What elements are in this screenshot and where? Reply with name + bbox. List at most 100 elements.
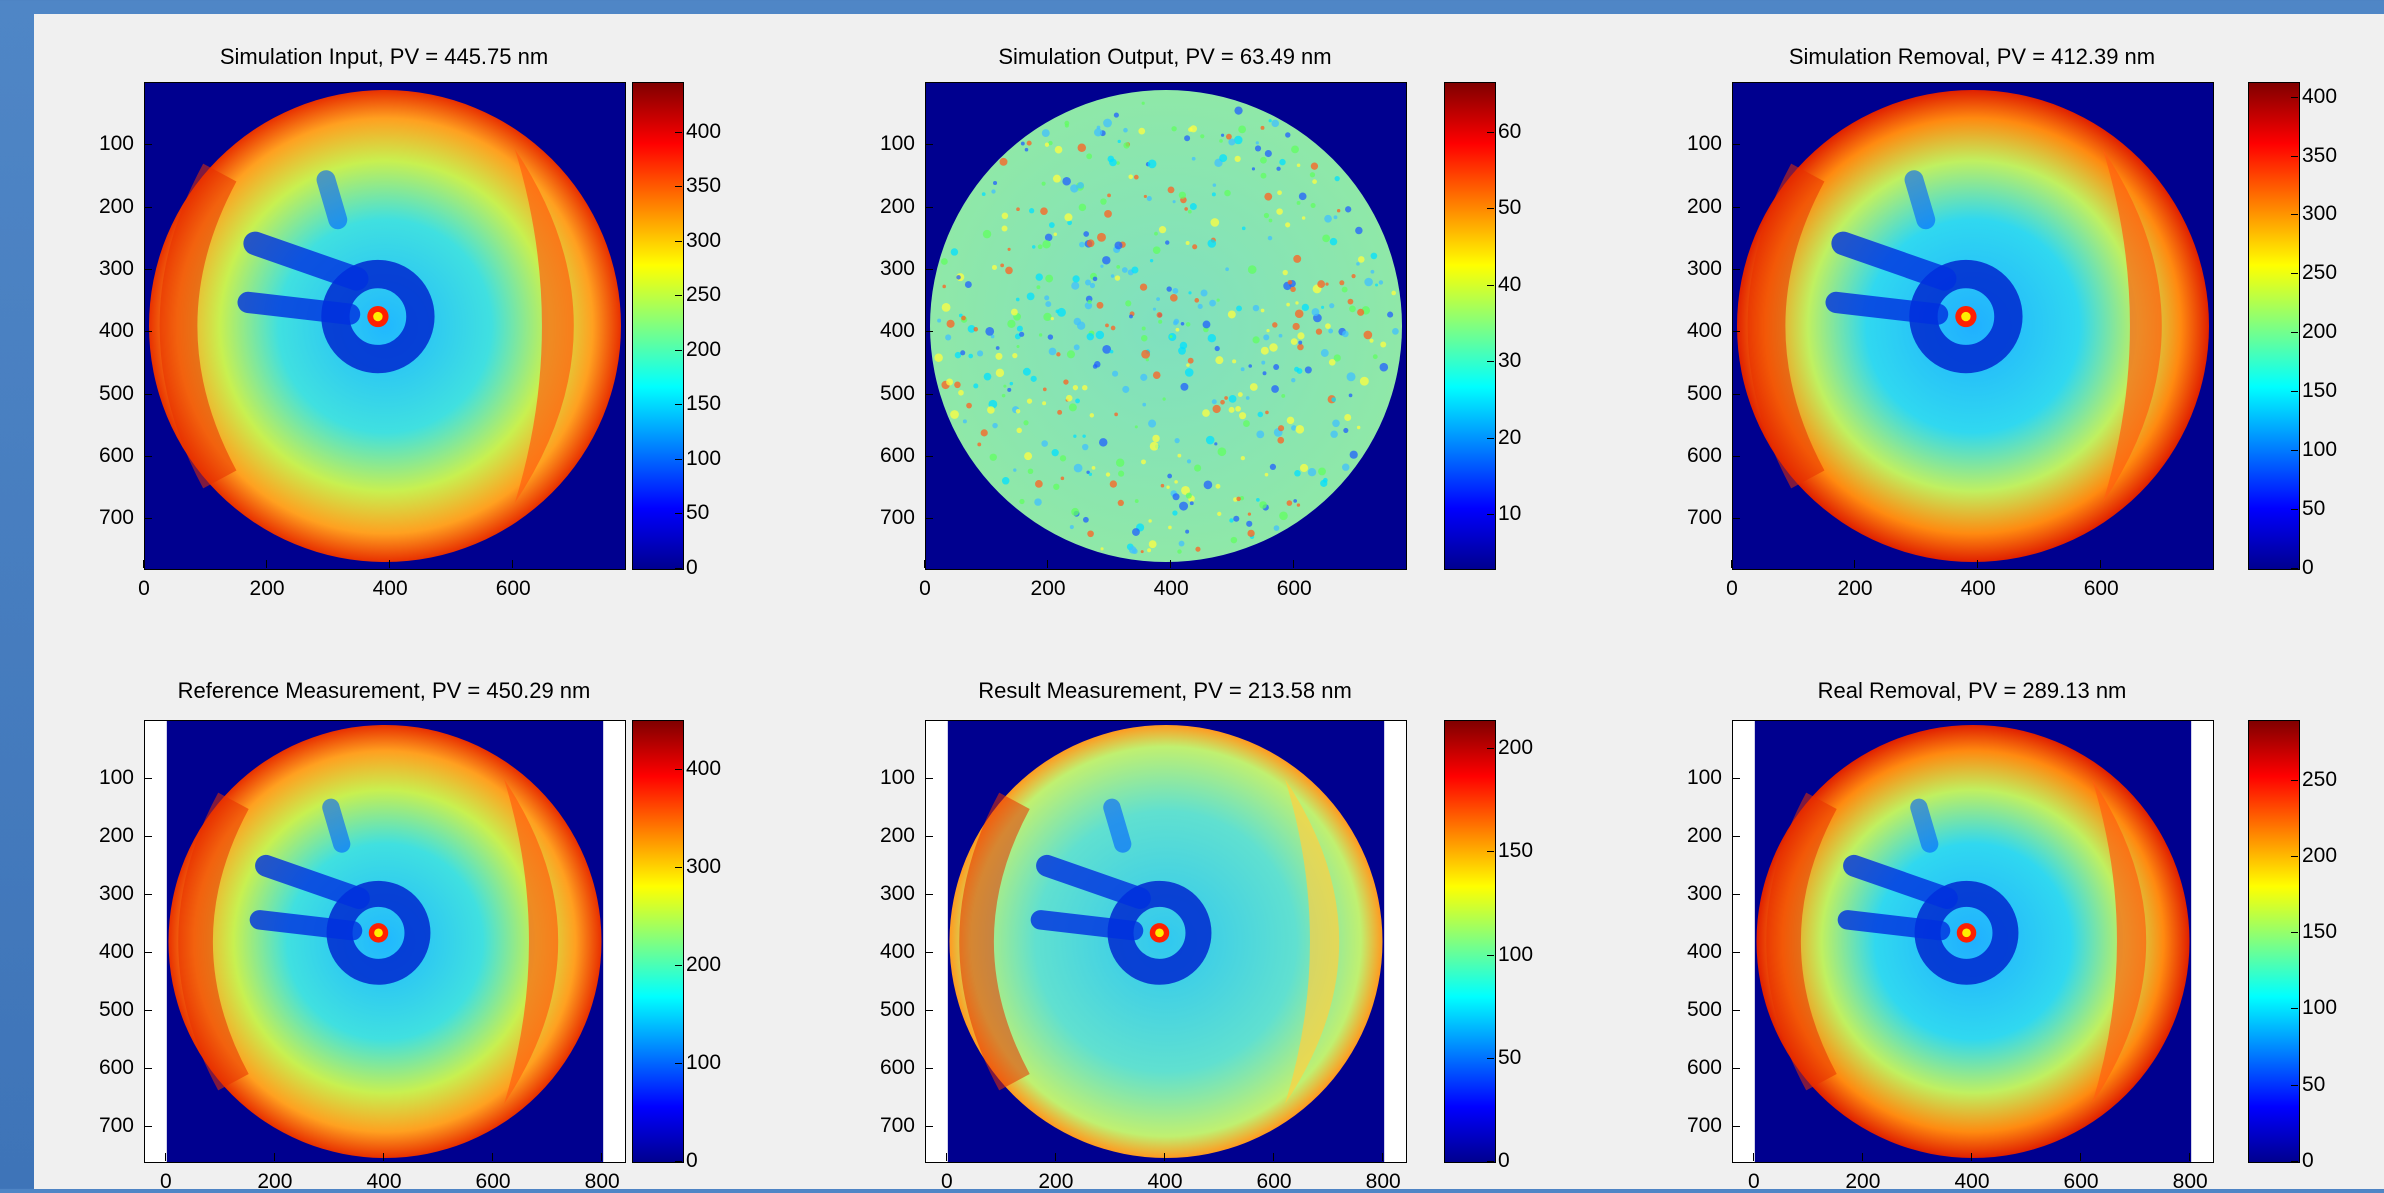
noise-speck	[1378, 280, 1384, 285]
y-tick-mark	[144, 331, 152, 333]
y-tick-label: 100	[98, 132, 134, 156]
noise-speck	[1143, 194, 1147, 198]
noise-speck	[1122, 385, 1130, 393]
noise-speck	[1016, 207, 1020, 212]
y-tick-mark	[1732, 393, 1740, 395]
x-tick-mark	[266, 560, 268, 568]
noise-speck	[1344, 414, 1352, 422]
noise-speck	[967, 325, 976, 333]
noise-speck	[1131, 266, 1139, 274]
noise-speck	[1234, 106, 1243, 115]
noise-speck	[1001, 225, 1008, 232]
noise-speck	[1125, 300, 1132, 307]
noise-speck	[1220, 133, 1225, 137]
noise-speck	[1042, 240, 1051, 249]
noise-speck	[1331, 397, 1336, 402]
colorbar-tick-mark	[675, 186, 682, 188]
y-tick-mark	[925, 836, 933, 838]
noise-speck	[1315, 328, 1323, 335]
noise-speck	[1297, 332, 1305, 340]
noise-speck	[1115, 458, 1125, 467]
x-tick-label: 200	[257, 1170, 293, 1193]
noise-speck	[1007, 247, 1011, 251]
noise-speck	[960, 350, 966, 356]
colorbar-tick-mark	[2291, 273, 2298, 275]
noise-speck	[1060, 476, 1065, 481]
noise-speck	[1203, 480, 1213, 490]
noise-speck	[995, 368, 1005, 378]
noise-speck	[1271, 385, 1279, 393]
noise-speck	[1045, 301, 1052, 308]
x-tick-mark	[164, 1153, 166, 1161]
noise-speck	[1290, 338, 1298, 345]
edge-band	[1766, 792, 1837, 1091]
noise-speck	[1269, 463, 1277, 471]
y-tick-label: 300	[879, 256, 915, 280]
colorbar-tick-mark	[1487, 208, 1494, 210]
noise-speck	[1057, 307, 1066, 317]
noise-speck	[1291, 378, 1296, 383]
x-tick-label: 400	[366, 1170, 402, 1193]
colorbar	[2248, 720, 2300, 1163]
edge-band	[1747, 163, 1825, 489]
noise-speck	[950, 248, 959, 256]
noise-speck	[1083, 231, 1090, 237]
y-tick-mark	[925, 144, 933, 146]
y-tick-label: 300	[879, 882, 915, 906]
colorbar-tick-label: 150	[2302, 379, 2338, 403]
y-tick-mark	[925, 1126, 933, 1128]
colorbar-tick-mark	[1487, 1057, 1494, 1059]
margin-right	[603, 721, 625, 1162]
noise-speck	[1178, 540, 1185, 547]
noise-speck	[977, 350, 984, 357]
noise-speck	[1268, 218, 1273, 223]
heatmap-svg	[1733, 721, 2213, 1162]
noise-speck	[1185, 241, 1190, 246]
x-tick-label: 200	[1038, 1170, 1074, 1193]
noise-speck	[1000, 263, 1005, 268]
colorbar-tick-label: 200	[686, 953, 722, 977]
colorbar-tick-label: 0	[686, 556, 698, 579]
heatmap-svg	[145, 721, 625, 1162]
noise-speck	[985, 326, 995, 336]
noise-speck	[1059, 455, 1067, 462]
noise-speck	[1048, 222, 1055, 228]
x-tick-mark	[1382, 1153, 1384, 1161]
noise-speck	[1086, 239, 1095, 248]
noise-speck	[1268, 119, 1272, 123]
noise-speck	[1370, 269, 1375, 274]
noise-speck	[1100, 547, 1104, 551]
noise-speck	[1180, 382, 1189, 391]
y-tick-mark	[144, 836, 152, 838]
noise-speck	[1200, 289, 1208, 297]
noise-speck	[954, 351, 962, 359]
noise-speck	[1045, 274, 1054, 283]
noise-speck	[1077, 143, 1087, 152]
noise-speck	[1019, 331, 1025, 337]
noise-speck	[1245, 396, 1250, 400]
y-tick-mark	[144, 206, 152, 208]
colorbar-tick-label: 20	[1498, 425, 1522, 449]
noise-speck	[1087, 530, 1094, 538]
colorbar-tick-mark	[1487, 131, 1494, 133]
y-tick-label: 300	[1686, 256, 1722, 280]
hot-spot-core	[1961, 311, 1971, 322]
edge-band	[959, 792, 1030, 1091]
colorbar-tick-label: 100	[2302, 996, 2338, 1020]
noise-speck	[1112, 370, 1119, 377]
noise-speck	[1110, 274, 1115, 278]
noise-speck	[1185, 492, 1192, 499]
y-tick-mark	[925, 268, 933, 270]
noise-speck	[1082, 516, 1089, 523]
x-tick-label: 600	[2083, 577, 2119, 600]
noise-speck	[1322, 234, 1331, 243]
noise-speck	[1339, 280, 1345, 286]
colorbar-tick-mark	[675, 295, 682, 297]
y-tick-mark	[925, 778, 933, 780]
y-tick-mark	[144, 144, 152, 146]
noise-speck	[1194, 298, 1200, 303]
colorbar-tick-mark	[2291, 932, 2298, 934]
noise-speck	[1261, 360, 1266, 365]
y-tick-label: 100	[1686, 132, 1722, 156]
noise-speck	[1092, 364, 1098, 369]
